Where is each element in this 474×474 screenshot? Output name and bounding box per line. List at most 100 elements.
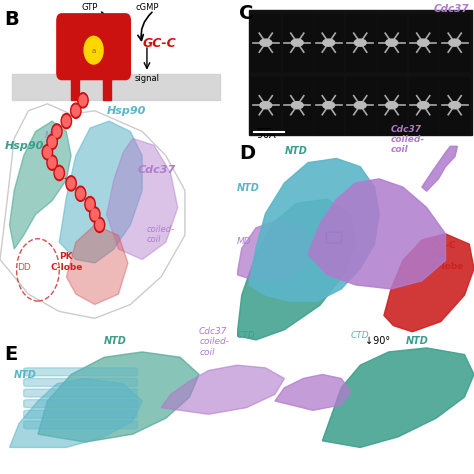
Bar	[283, 14, 312, 71]
Circle shape	[354, 102, 366, 109]
Circle shape	[86, 199, 94, 210]
Text: Cdc37: Cdc37	[137, 165, 176, 175]
Circle shape	[53, 126, 61, 137]
Text: MD: MD	[45, 131, 59, 140]
Circle shape	[354, 39, 366, 46]
Polygon shape	[161, 365, 284, 414]
Circle shape	[292, 39, 303, 46]
Circle shape	[77, 188, 84, 199]
Polygon shape	[107, 138, 178, 260]
Circle shape	[63, 116, 70, 127]
Text: CTD: CTD	[351, 331, 369, 340]
Circle shape	[84, 36, 103, 64]
FancyBboxPatch shape	[57, 14, 97, 80]
Bar	[314, 77, 343, 134]
Text: E: E	[5, 345, 18, 364]
Bar	[314, 14, 343, 71]
Text: GC-C: GC-C	[142, 37, 176, 50]
Circle shape	[78, 93, 88, 108]
Text: Cdc37
coiled-
coil: Cdc37 coiled- coil	[391, 125, 425, 155]
Circle shape	[47, 134, 57, 149]
Text: CTD: CTD	[237, 331, 255, 340]
Polygon shape	[66, 225, 128, 304]
Text: NTD: NTD	[406, 336, 428, 346]
Polygon shape	[275, 374, 351, 410]
Polygon shape	[422, 146, 457, 191]
Circle shape	[61, 113, 72, 129]
Polygon shape	[237, 219, 313, 281]
Polygon shape	[384, 234, 474, 332]
Bar	[346, 14, 375, 71]
Circle shape	[417, 39, 429, 46]
Bar	[377, 14, 406, 71]
Bar	[71, 73, 79, 100]
Circle shape	[71, 103, 81, 118]
Text: ↓90°: ↓90°	[365, 336, 390, 346]
Circle shape	[72, 105, 80, 116]
Circle shape	[54, 165, 64, 181]
Circle shape	[85, 197, 95, 212]
Bar	[377, 77, 406, 134]
Bar	[251, 14, 280, 71]
Circle shape	[48, 137, 56, 147]
Text: GTP: GTP	[82, 3, 98, 12]
Circle shape	[386, 39, 398, 46]
Text: a: a	[91, 48, 96, 54]
Circle shape	[449, 102, 461, 109]
Text: DD: DD	[17, 263, 31, 272]
Text: NTD: NTD	[237, 183, 260, 193]
Bar	[346, 77, 375, 134]
Circle shape	[48, 157, 56, 168]
Circle shape	[52, 124, 62, 139]
FancyBboxPatch shape	[24, 400, 137, 408]
Bar	[12, 74, 220, 100]
Text: PK
C-lobe: PK C-lobe	[50, 253, 82, 272]
Text: NTD: NTD	[284, 146, 307, 156]
Polygon shape	[249, 158, 379, 301]
Text: Cdc37: Cdc37	[434, 4, 469, 14]
Circle shape	[323, 39, 335, 46]
Circle shape	[55, 167, 63, 179]
Text: GC-C
PK
C-lobe: GC-C PK C-lobe	[431, 241, 464, 271]
FancyBboxPatch shape	[24, 421, 137, 429]
Circle shape	[417, 102, 429, 109]
Circle shape	[75, 186, 86, 201]
Circle shape	[94, 217, 105, 233]
Text: signal: signal	[135, 74, 159, 83]
Circle shape	[260, 39, 272, 46]
Bar	[440, 14, 469, 71]
Circle shape	[42, 145, 53, 160]
FancyBboxPatch shape	[24, 389, 137, 397]
Circle shape	[96, 219, 103, 230]
Circle shape	[79, 95, 87, 106]
Text: MD: MD	[237, 237, 252, 246]
Text: D: D	[239, 144, 255, 163]
Text: Hsp90: Hsp90	[107, 106, 146, 116]
Text: coiled-
coil: coiled- coil	[147, 225, 175, 244]
Circle shape	[386, 102, 398, 109]
Circle shape	[449, 39, 461, 46]
Text: cGMP: cGMP	[135, 3, 159, 12]
Circle shape	[260, 102, 272, 109]
FancyBboxPatch shape	[24, 378, 137, 386]
Bar	[251, 77, 280, 134]
Bar	[249, 10, 472, 135]
Polygon shape	[9, 378, 142, 447]
Polygon shape	[322, 348, 474, 447]
Bar	[440, 77, 469, 134]
Polygon shape	[38, 352, 199, 442]
FancyBboxPatch shape	[90, 14, 130, 80]
Text: C: C	[239, 4, 254, 23]
Bar	[283, 77, 312, 134]
FancyBboxPatch shape	[24, 410, 137, 418]
Bar	[103, 73, 111, 100]
Text: Hsp90: Hsp90	[5, 141, 44, 151]
Circle shape	[47, 155, 57, 170]
Bar	[409, 77, 438, 134]
Text: $\overline{90}$A: $\overline{90}$A	[256, 126, 277, 141]
Text: NTD: NTD	[104, 336, 127, 346]
Circle shape	[323, 102, 335, 109]
Polygon shape	[59, 121, 142, 263]
Circle shape	[66, 176, 76, 191]
Circle shape	[44, 147, 51, 158]
